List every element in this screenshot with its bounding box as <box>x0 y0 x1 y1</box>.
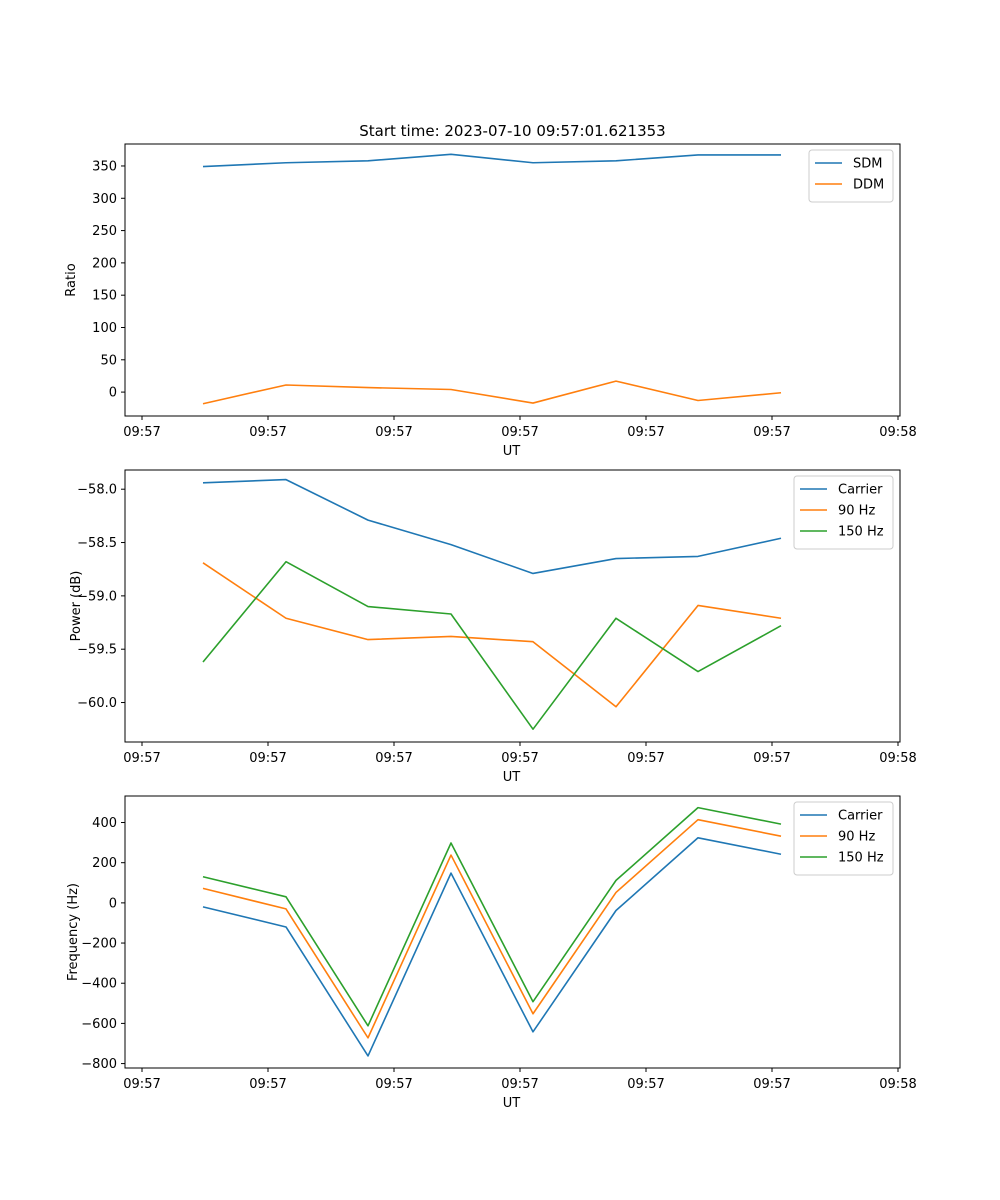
y-tick-label: −800 <box>81 1057 117 1072</box>
x-tick-label: 09:57 <box>123 1077 160 1092</box>
x-tick-label: 09:57 <box>249 1077 286 1092</box>
y-tick-label: 250 <box>92 224 117 239</box>
x-tick-label: 09:57 <box>753 1077 790 1092</box>
legend-label: DDM <box>853 178 884 193</box>
y-axis-label: Power (dB) <box>69 571 84 642</box>
legend-label: 90 Hz <box>838 830 875 845</box>
y-axis-label: Ratio <box>64 263 79 296</box>
x-tick-label: 09:58 <box>879 425 916 440</box>
series-line-150-hz <box>202 560 782 731</box>
x-axis-label: UT <box>503 444 521 459</box>
x-tick-label: 09:57 <box>501 425 538 440</box>
y-tick-label: 0 <box>109 896 117 911</box>
x-axis-label: UT <box>503 770 521 785</box>
y-tick-label: 100 <box>92 321 117 336</box>
y-tick-label: −200 <box>81 937 117 952</box>
x-tick-label: 09:57 <box>123 425 160 440</box>
x-tick-label: 09:57 <box>375 425 412 440</box>
series-line-150-hz <box>202 806 782 1027</box>
chart-panel-3: −800 −600 −400 −200 0 200 400 09:57 09:57 09:57 09… <box>66 795 917 1111</box>
y-axis-label: Frequency (Hz) <box>66 883 81 981</box>
x-tick-label: 09:57 <box>123 751 160 766</box>
x-tick-label: 09:57 <box>753 751 790 766</box>
series-line-carrier <box>202 836 782 1057</box>
x-tick-label: 09:58 <box>879 1077 916 1092</box>
x-tick-label: 09:57 <box>501 1077 538 1092</box>
y-tick-label: 400 <box>92 816 117 831</box>
y-tick-label: 350 <box>92 159 117 174</box>
x-axis-label: UT <box>503 1096 521 1111</box>
y-tick-label: −58.0 <box>77 483 117 498</box>
legend: SDM DDM <box>808 149 894 203</box>
chart-panel-1: 0 50 100 150 200 250 300 350 09:57 09:57 09:57 09:5… <box>64 122 917 459</box>
y-tick-label: −59.0 <box>77 589 117 604</box>
series-line-sdm <box>202 153 781 168</box>
x-tick-label: 09:57 <box>501 751 538 766</box>
x-tick-label: 09:57 <box>249 425 286 440</box>
series-line-ddm <box>202 380 782 405</box>
series-line-90-hz <box>202 562 782 708</box>
y-tick-label: −600 <box>81 1017 117 1032</box>
chart-panel-2: −60.0 −59.5 −59.0 −58.5 −58.0 09:57 09:57 09:57… <box>69 469 917 785</box>
x-tick-label: 09:57 <box>375 751 412 766</box>
legend-label: SDM <box>853 157 882 172</box>
y-tick-label: 200 <box>92 256 117 271</box>
legend: Carrier 90 Hz 150 Hz <box>793 801 894 876</box>
x-tick-label: 09:57 <box>627 1077 664 1092</box>
legend-label: 150 Hz <box>838 851 884 866</box>
legend-label: Carrier <box>838 483 883 498</box>
y-tick-label: 150 <box>92 289 117 304</box>
x-tick-label: 09:57 <box>375 1077 412 1092</box>
y-tick-label: 50 <box>100 353 117 368</box>
x-tick-label: 09:57 <box>627 425 664 440</box>
legend: Carrier 90 Hz 150 Hz <box>793 475 894 550</box>
y-tick-label: −400 <box>81 977 117 992</box>
legend-label: 150 Hz <box>838 525 884 540</box>
x-tick-label: 09:57 <box>627 751 664 766</box>
y-tick-label: −59.5 <box>77 643 117 658</box>
series-line-carrier <box>202 478 782 575</box>
y-tick-label: 0 <box>109 386 117 401</box>
x-tick-label: 09:57 <box>753 425 790 440</box>
y-tick-label: −60.0 <box>77 696 117 711</box>
y-tick-label: 200 <box>92 856 117 871</box>
axes-frame <box>124 469 901 743</box>
x-tick-label: 09:57 <box>249 751 286 766</box>
chart-title: Start time: 2023-07-10 09:57:01.621353 <box>359 122 665 140</box>
series-line-90-hz <box>202 818 782 1039</box>
y-tick-label: 300 <box>92 192 117 207</box>
legend-label: Carrier <box>838 809 883 824</box>
y-tick-label: −58.5 <box>77 536 117 551</box>
legend-label: 90 Hz <box>838 504 875 519</box>
axes-frame <box>124 143 901 417</box>
axes-frame <box>124 795 901 1069</box>
x-tick-label: 09:58 <box>879 751 916 766</box>
